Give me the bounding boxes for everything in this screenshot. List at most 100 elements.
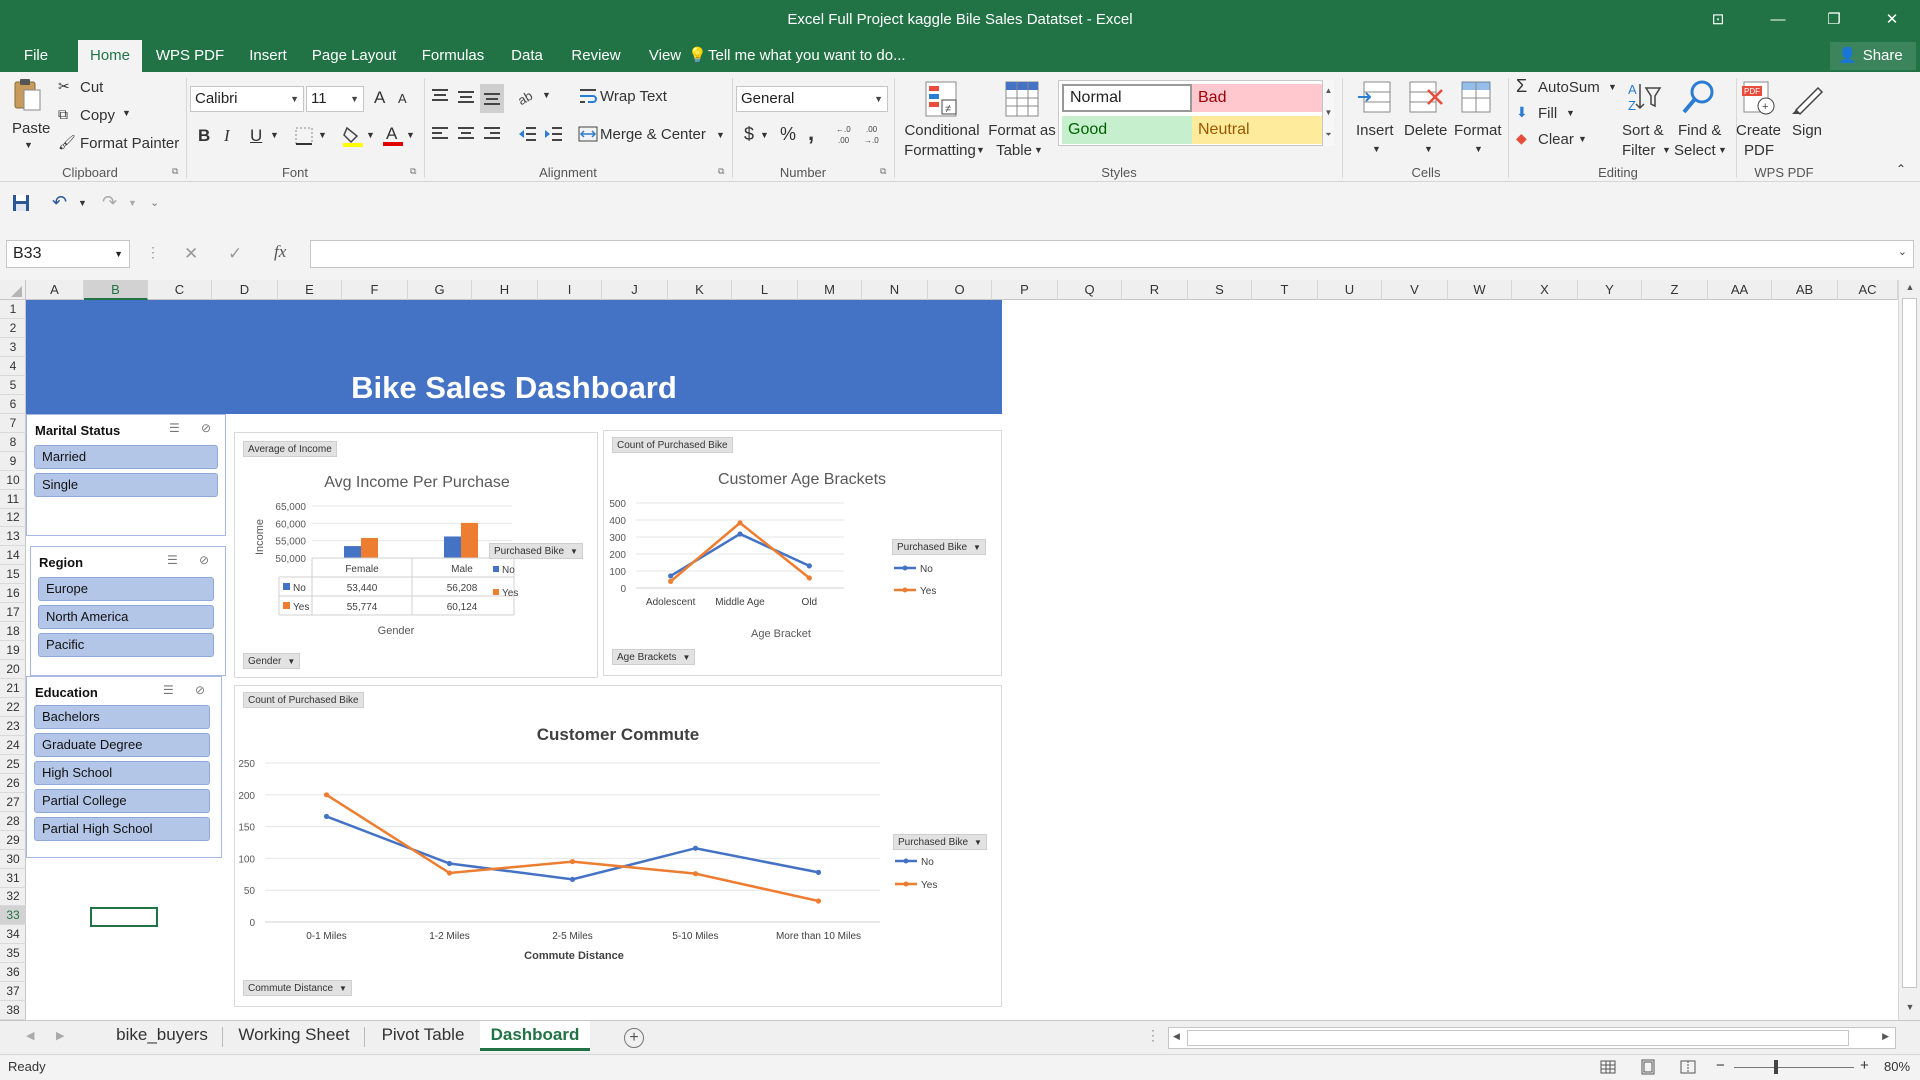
column-header-y[interactable]: Y (1578, 280, 1642, 300)
column-header-x[interactable]: X (1512, 280, 1578, 300)
row-header-29[interactable]: 29 (0, 831, 26, 850)
column-header-i[interactable]: I (538, 280, 602, 300)
chart-age-brackets[interactable]: Count of Purchased Bike Customer Age Bra… (603, 430, 1002, 676)
column-header-e[interactable]: E (278, 280, 342, 300)
slicer-item-partial-college[interactable]: Partial College (34, 789, 210, 813)
row-header-2[interactable]: 2 (0, 319, 26, 338)
row-header-1[interactable]: 1 (0, 300, 26, 319)
borders-icon[interactable] (294, 126, 314, 151)
data-point-no[interactable] (324, 814, 329, 819)
clipboard-launcher-icon[interactable]: ⧉ (172, 166, 178, 177)
normal-view-icon[interactable] (1600, 1059, 1616, 1080)
bar-yes-female[interactable] (361, 538, 378, 558)
axis-button-gender[interactable]: Gender ▼ (243, 653, 300, 669)
cut-button[interactable]: Cut (80, 79, 103, 96)
column-header-o[interactable]: O (928, 280, 992, 300)
sheet-tab-bike-buyers[interactable]: bike_buyers (104, 1021, 220, 1051)
currency-dropdown-icon[interactable]: ▼ (760, 130, 769, 140)
column-header-s[interactable]: S (1188, 280, 1252, 300)
slicer-item-single[interactable]: Single (34, 473, 218, 497)
row-header-10[interactable]: 10 (0, 471, 26, 490)
decrease-indent-icon[interactable] (516, 124, 538, 149)
zoom-out-button[interactable]: − (1716, 1057, 1725, 1074)
autosum-dropdown-icon[interactable]: ▼ (1608, 82, 1617, 92)
tab-data[interactable]: Data (504, 40, 550, 72)
align-left-icon[interactable] (430, 124, 450, 149)
row-header-24[interactable]: 24 (0, 736, 26, 755)
column-header-v[interactable]: V (1382, 280, 1448, 300)
insert-cells-button[interactable]: Insert (1356, 122, 1394, 139)
column-header-r[interactable]: R (1122, 280, 1188, 300)
style-bad[interactable]: Bad (1192, 84, 1322, 112)
format-painter-button[interactable]: Format Painter (80, 135, 179, 152)
fill-dropdown-icon[interactable]: ▼ (1566, 108, 1575, 118)
axis-button-commute-distance[interactable]: Commute Distance ▼ (243, 980, 352, 996)
percent-button[interactable]: % (780, 124, 796, 145)
zoom-slider-track[interactable] (1734, 1067, 1854, 1068)
data-point-yes[interactable] (570, 859, 575, 864)
data-point-yes[interactable] (816, 898, 821, 903)
sign-button[interactable]: Sign (1792, 122, 1822, 139)
delete-cells-button[interactable]: Delete (1404, 122, 1447, 139)
row-header-20[interactable]: 20 (0, 660, 26, 679)
row-header-32[interactable]: 32 (0, 887, 26, 906)
column-header-h[interactable]: H (472, 280, 538, 300)
minimize-button[interactable]: — (1750, 0, 1806, 40)
confirm-entry-icon[interactable]: ✓ (228, 244, 242, 264)
row-header-11[interactable]: 11 (0, 490, 26, 509)
column-header-m[interactable]: M (798, 280, 862, 300)
format-as-table-button[interactable]: Format as (986, 122, 1058, 139)
copy-button[interactable]: Copy (80, 107, 115, 124)
italic-button[interactable]: I (224, 126, 230, 146)
tell-me-search[interactable]: Tell me what you want to do... (708, 40, 906, 72)
redo-dropdown-icon[interactable]: ▼ (128, 198, 137, 208)
horizontal-scrollbar[interactable]: ◀ ▶ (1168, 1027, 1896, 1049)
bar-no-female[interactable] (344, 546, 361, 558)
tab-home[interactable]: Home (78, 40, 142, 72)
row-header-7[interactable]: 7 (0, 414, 26, 433)
formula-input[interactable]: ⌄ (310, 240, 1914, 268)
row-header-15[interactable]: 15 (0, 565, 26, 584)
tab-wps-pdf[interactable]: WPS PDF (152, 40, 228, 72)
page-break-view-icon[interactable] (1680, 1059, 1696, 1080)
column-header-t[interactable]: T (1252, 280, 1318, 300)
data-point-yes[interactable] (807, 575, 812, 580)
bar-yes-male[interactable] (461, 523, 478, 558)
data-point-no[interactable] (570, 877, 575, 882)
alignment-launcher-icon[interactable]: ⧉ (718, 166, 724, 177)
row-header-5[interactable]: 5 (0, 376, 26, 395)
restore-button[interactable]: ❐ (1806, 0, 1862, 40)
bar-no-male[interactable] (444, 536, 461, 558)
autosum-button[interactable]: AutoSum (1538, 79, 1600, 96)
column-header-a[interactable]: A (26, 280, 84, 300)
paste-dropdown-icon[interactable]: ▼ (24, 140, 33, 150)
style-good[interactable]: Good (1062, 116, 1192, 144)
series-line-no[interactable] (327, 816, 819, 879)
row-header-25[interactable]: 25 (0, 755, 26, 774)
legend-button-purchased-bike[interactable]: Purchased Bike ▼ (489, 543, 583, 559)
increase-indent-icon[interactable] (542, 124, 564, 149)
close-button[interactable]: ✕ (1864, 0, 1920, 40)
series-line-yes[interactable] (327, 795, 819, 901)
top-align-icon[interactable] (430, 86, 450, 111)
data-point-yes[interactable] (693, 871, 698, 876)
row-header-27[interactable]: 27 (0, 793, 26, 812)
row-header-35[interactable]: 35 (0, 944, 26, 963)
tab-insert[interactable]: Insert (240, 40, 296, 72)
tab-formulas[interactable]: Formulas (414, 40, 492, 72)
slicer-item-north-america[interactable]: North America (38, 605, 214, 629)
name-box[interactable]: B33 ▼ (6, 240, 130, 268)
data-point-no[interactable] (693, 846, 698, 851)
merge-dropdown-icon[interactable]: ▼ (716, 130, 725, 140)
clear-dropdown-icon[interactable]: ▼ (1578, 134, 1587, 144)
sheet-tab-dashboard[interactable]: Dashboard (480, 1021, 590, 1051)
slicer-item-bachelors[interactable]: Bachelors (34, 705, 210, 729)
column-header-z[interactable]: Z (1642, 280, 1708, 300)
column-header-ab[interactable]: AB (1772, 280, 1838, 300)
collapse-ribbon-icon[interactable]: ⌃ (1896, 162, 1906, 176)
row-header-19[interactable]: 19 (0, 641, 26, 660)
scroll-up-icon[interactable]: ▲ (1899, 282, 1920, 296)
column-header-aa[interactable]: AA (1708, 280, 1772, 300)
font-launcher-icon[interactable]: ⧉ (410, 166, 416, 177)
align-center-icon[interactable] (456, 124, 476, 149)
